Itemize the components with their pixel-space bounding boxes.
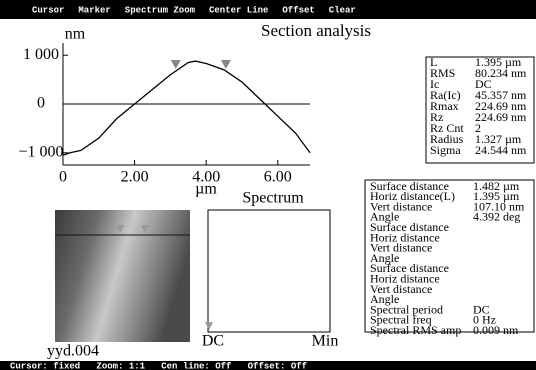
- y-axis-label: nm: [65, 26, 86, 43]
- spectrum-cursor: [205, 322, 213, 330]
- spectrum-left: DC: [202, 333, 224, 350]
- section-cursor: [171, 60, 181, 69]
- menu-item[interactable]: Spectrum Zoom: [125, 5, 196, 15]
- x-tick-label: 4.00: [192, 169, 220, 186]
- spectrum-right: Min: [312, 333, 339, 350]
- screen: Cursor: fixed Zoom: 1:1 Cen line: Off Of…: [0, 0, 536, 370]
- y-tick-label: 1 000: [23, 46, 59, 63]
- menu-item[interactable]: Center Line: [209, 5, 268, 15]
- x-tick-label: 6.00: [264, 169, 292, 186]
- status-text: Cursor: fixed Zoom: 1:1 Cen line: Off Of…: [10, 361, 307, 370]
- row-value: 0.009 nm: [473, 323, 519, 337]
- row-value: 24.544 nm: [475, 143, 527, 157]
- spectrum-box: [208, 210, 330, 332]
- spectrum-title: Spectrum: [242, 190, 304, 207]
- image-name: yyd.004: [47, 343, 99, 360]
- chart-title: Section analysis: [261, 21, 371, 40]
- menu-item[interactable]: Cursor: [32, 5, 64, 15]
- row-value: 4.392 deg: [473, 210, 520, 224]
- x-tick-label: 0: [59, 169, 67, 186]
- y-tick-label: −1 000: [18, 143, 63, 160]
- row-label: Spectral RMS amp: [370, 323, 461, 337]
- menu-item[interactable]: Offset: [282, 5, 314, 15]
- profile-line: [63, 61, 310, 155]
- afm-image: [55, 210, 190, 342]
- row-value: 224.69 nm: [475, 110, 527, 124]
- menu-item[interactable]: Clear: [329, 5, 356, 15]
- x-tick-label: 2.00: [121, 169, 149, 186]
- row-label: Sigma: [430, 143, 461, 157]
- menu-item[interactable]: Marker: [78, 5, 110, 15]
- section-cursor: [221, 60, 231, 69]
- y-tick-label: 0: [37, 95, 45, 112]
